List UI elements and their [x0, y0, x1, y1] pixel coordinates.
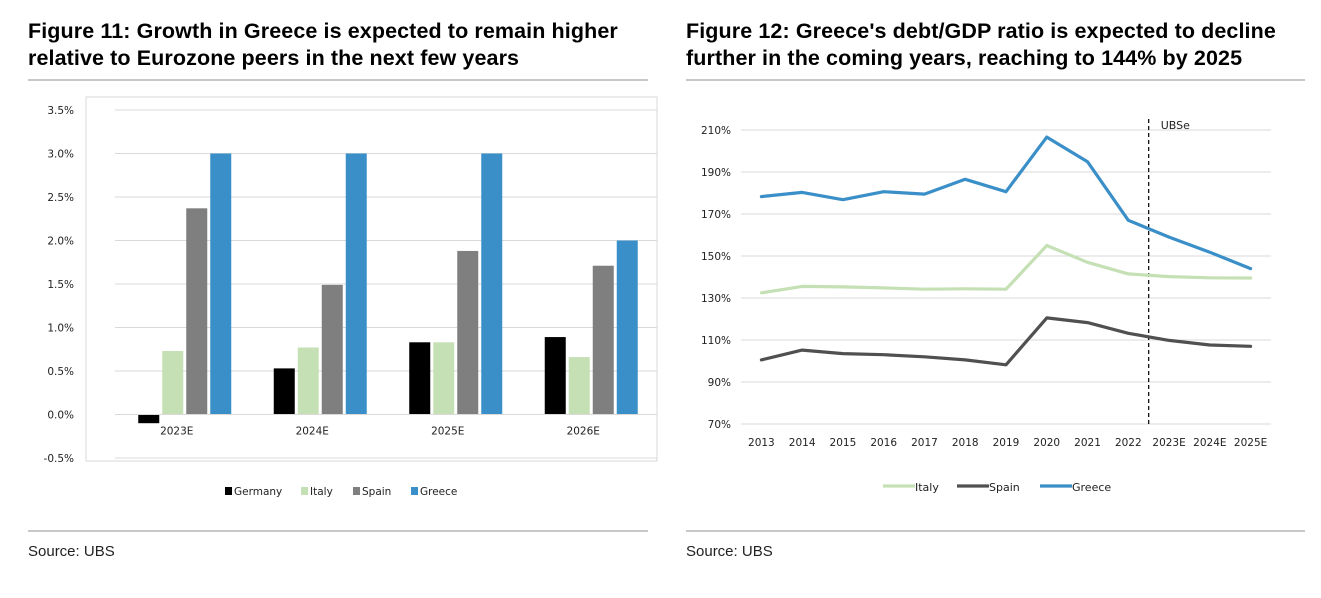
figure-11-bar-chart: -0.5% 0.0% 0.5% 1.0% 1.5% 2.0% 2.5% 3.0% 3.5% 20… — [44, 96, 658, 498]
figure-11-title-line-1: Figure 11: Growth in Greece is expected … — [28, 19, 618, 43]
series-line-italy — [759, 243, 1253, 295]
x-tick-label: 2017 — [911, 437, 938, 449]
bar-italy-2026e — [568, 357, 590, 415]
x-tick-label: 2019 — [993, 437, 1020, 449]
figure-12-bottom-rule — [686, 530, 1305, 532]
y-tick-label: 0.0% — [47, 410, 74, 422]
figure-12-title-line-1: Figure 12: Greece's debt/GDP ratio is ex… — [686, 19, 1276, 43]
x-tick-label: 2014 — [789, 437, 816, 449]
x-tick-label: 2020 — [1033, 437, 1060, 449]
legend-label-italy: Italy — [915, 481, 939, 494]
legend-swatch-spain — [353, 487, 360, 495]
bar-spain-2023e — [186, 208, 208, 415]
y-tick-label: 190% — [701, 167, 731, 179]
legend-swatch-greece — [411, 487, 418, 495]
figure-11-title-line-2: relative to Eurozone peers in the next f… — [28, 46, 520, 70]
legend-swatch-italy — [301, 487, 308, 495]
bar-greece-2024e — [345, 153, 367, 415]
figure-12-title-rule — [686, 79, 1305, 81]
y-tick-label: 170% — [701, 209, 731, 221]
legend: Germany Italy Spain Greece — [225, 486, 457, 498]
bar-germany-2025e — [409, 342, 431, 415]
y-tick-label: 110% — [701, 335, 731, 347]
y-tick-label: 130% — [701, 293, 731, 305]
bar-italy-2025e — [433, 342, 455, 415]
y-tick-label: 3.0% — [47, 149, 74, 161]
y-tick-label: 1.5% — [47, 279, 74, 291]
x-tick-label: 2025E — [1234, 437, 1267, 449]
y-gridlines — [741, 129, 1271, 425]
y-tick-label: 150% — [701, 251, 731, 263]
y-tick-label: 1.0% — [47, 323, 74, 335]
line-series — [759, 135, 1253, 367]
x-tick-label: 2026E — [567, 426, 600, 438]
bar-greece-2026e — [616, 240, 638, 415]
legend-label-greece: Greece — [420, 486, 457, 498]
y-tick-label: 70% — [708, 419, 731, 431]
x-tick-label: 2023E — [160, 426, 193, 438]
bar-spain-2025e — [457, 250, 479, 415]
y-tick-label: 3.5% — [47, 105, 74, 117]
x-tick-label: 2023E — [1152, 437, 1185, 449]
figure-12-source: Source: UBS — [686, 543, 773, 560]
plot-area-border — [85, 96, 658, 462]
legend-swatch-germany — [225, 487, 232, 495]
y-tick-label: 2.5% — [47, 192, 74, 204]
legend-label-spain: Spain — [989, 481, 1020, 494]
bar-greece-2025e — [481, 153, 503, 415]
y-axis-tick-labels: -0.5% 0.0% 0.5% 1.0% 1.5% 2.0% 2.5% 3.0% 3.5% — [44, 105, 74, 465]
x-tick-label: 2016 — [870, 437, 897, 449]
bar-italy-2024e — [297, 347, 319, 415]
y-tick-label: -0.5% — [44, 453, 74, 465]
bar-series — [138, 153, 638, 424]
y-tick-label: 210% — [701, 125, 731, 137]
series-line-greece — [759, 135, 1253, 271]
x-axis-tick-labels: 2023E 2024E 2025E 2026E — [160, 426, 600, 438]
y-tick-label: 0.5% — [47, 366, 74, 378]
legend-label-italy: Italy — [310, 486, 333, 498]
figure-11-title: Figure 11: Growth in Greece is expected … — [28, 18, 648, 72]
series-line-spain — [759, 316, 1253, 367]
x-tick-label: 2022 — [1115, 437, 1142, 449]
bar-italy-2023e — [162, 350, 184, 415]
x-tick-label: 2024E — [1193, 437, 1226, 449]
figure-11-bottom-rule — [28, 530, 648, 532]
legend-label-spain: Spain — [362, 486, 391, 498]
legend-label-greece: Greece — [1072, 481, 1111, 494]
forecast-label: UBSe — [1161, 119, 1190, 132]
bar-greece-2023e — [210, 153, 232, 415]
x-tick-label: 2013 — [748, 437, 775, 449]
y-tick-label: 2.0% — [47, 236, 74, 248]
y-tick-label: 90% — [708, 377, 731, 389]
legend: Italy Spain Greece — [883, 481, 1111, 494]
bar-spain-2026e — [592, 265, 614, 415]
figure-11-title-rule — [28, 79, 648, 81]
figure-12-title: Figure 12: Greece's debt/GDP ratio is ex… — [686, 18, 1305, 72]
bar-spain-2024e — [321, 284, 343, 415]
x-tick-label: 2025E — [431, 426, 464, 438]
bar-germany-2026e — [544, 337, 566, 415]
x-tick-label: 2021 — [1074, 437, 1101, 449]
figure-12-line-chart: 70%90%110%130%150%170%190%210% 2013 2014 2… — [701, 119, 1271, 494]
legend-label-germany: Germany — [234, 486, 282, 498]
x-tick-label: 2018 — [952, 437, 979, 449]
y-axis-tick-labels: 70% 90% 110% 130% 150% 170% 190% 210% — [701, 125, 731, 431]
x-axis-tick-labels: 2013 2014 2015 2016 2017 2018 2019 2020 2021 2022… — [748, 437, 1267, 449]
figure-11-source: Source: UBS — [28, 543, 115, 560]
x-tick-label: 2024E — [296, 426, 329, 438]
figure-12-title-line-2: further in the coming years, reaching to… — [686, 46, 1243, 70]
bar-germany-2023e — [138, 414, 160, 424]
x-tick-label: 2015 — [830, 437, 857, 449]
bar-germany-2024e — [273, 368, 295, 415]
